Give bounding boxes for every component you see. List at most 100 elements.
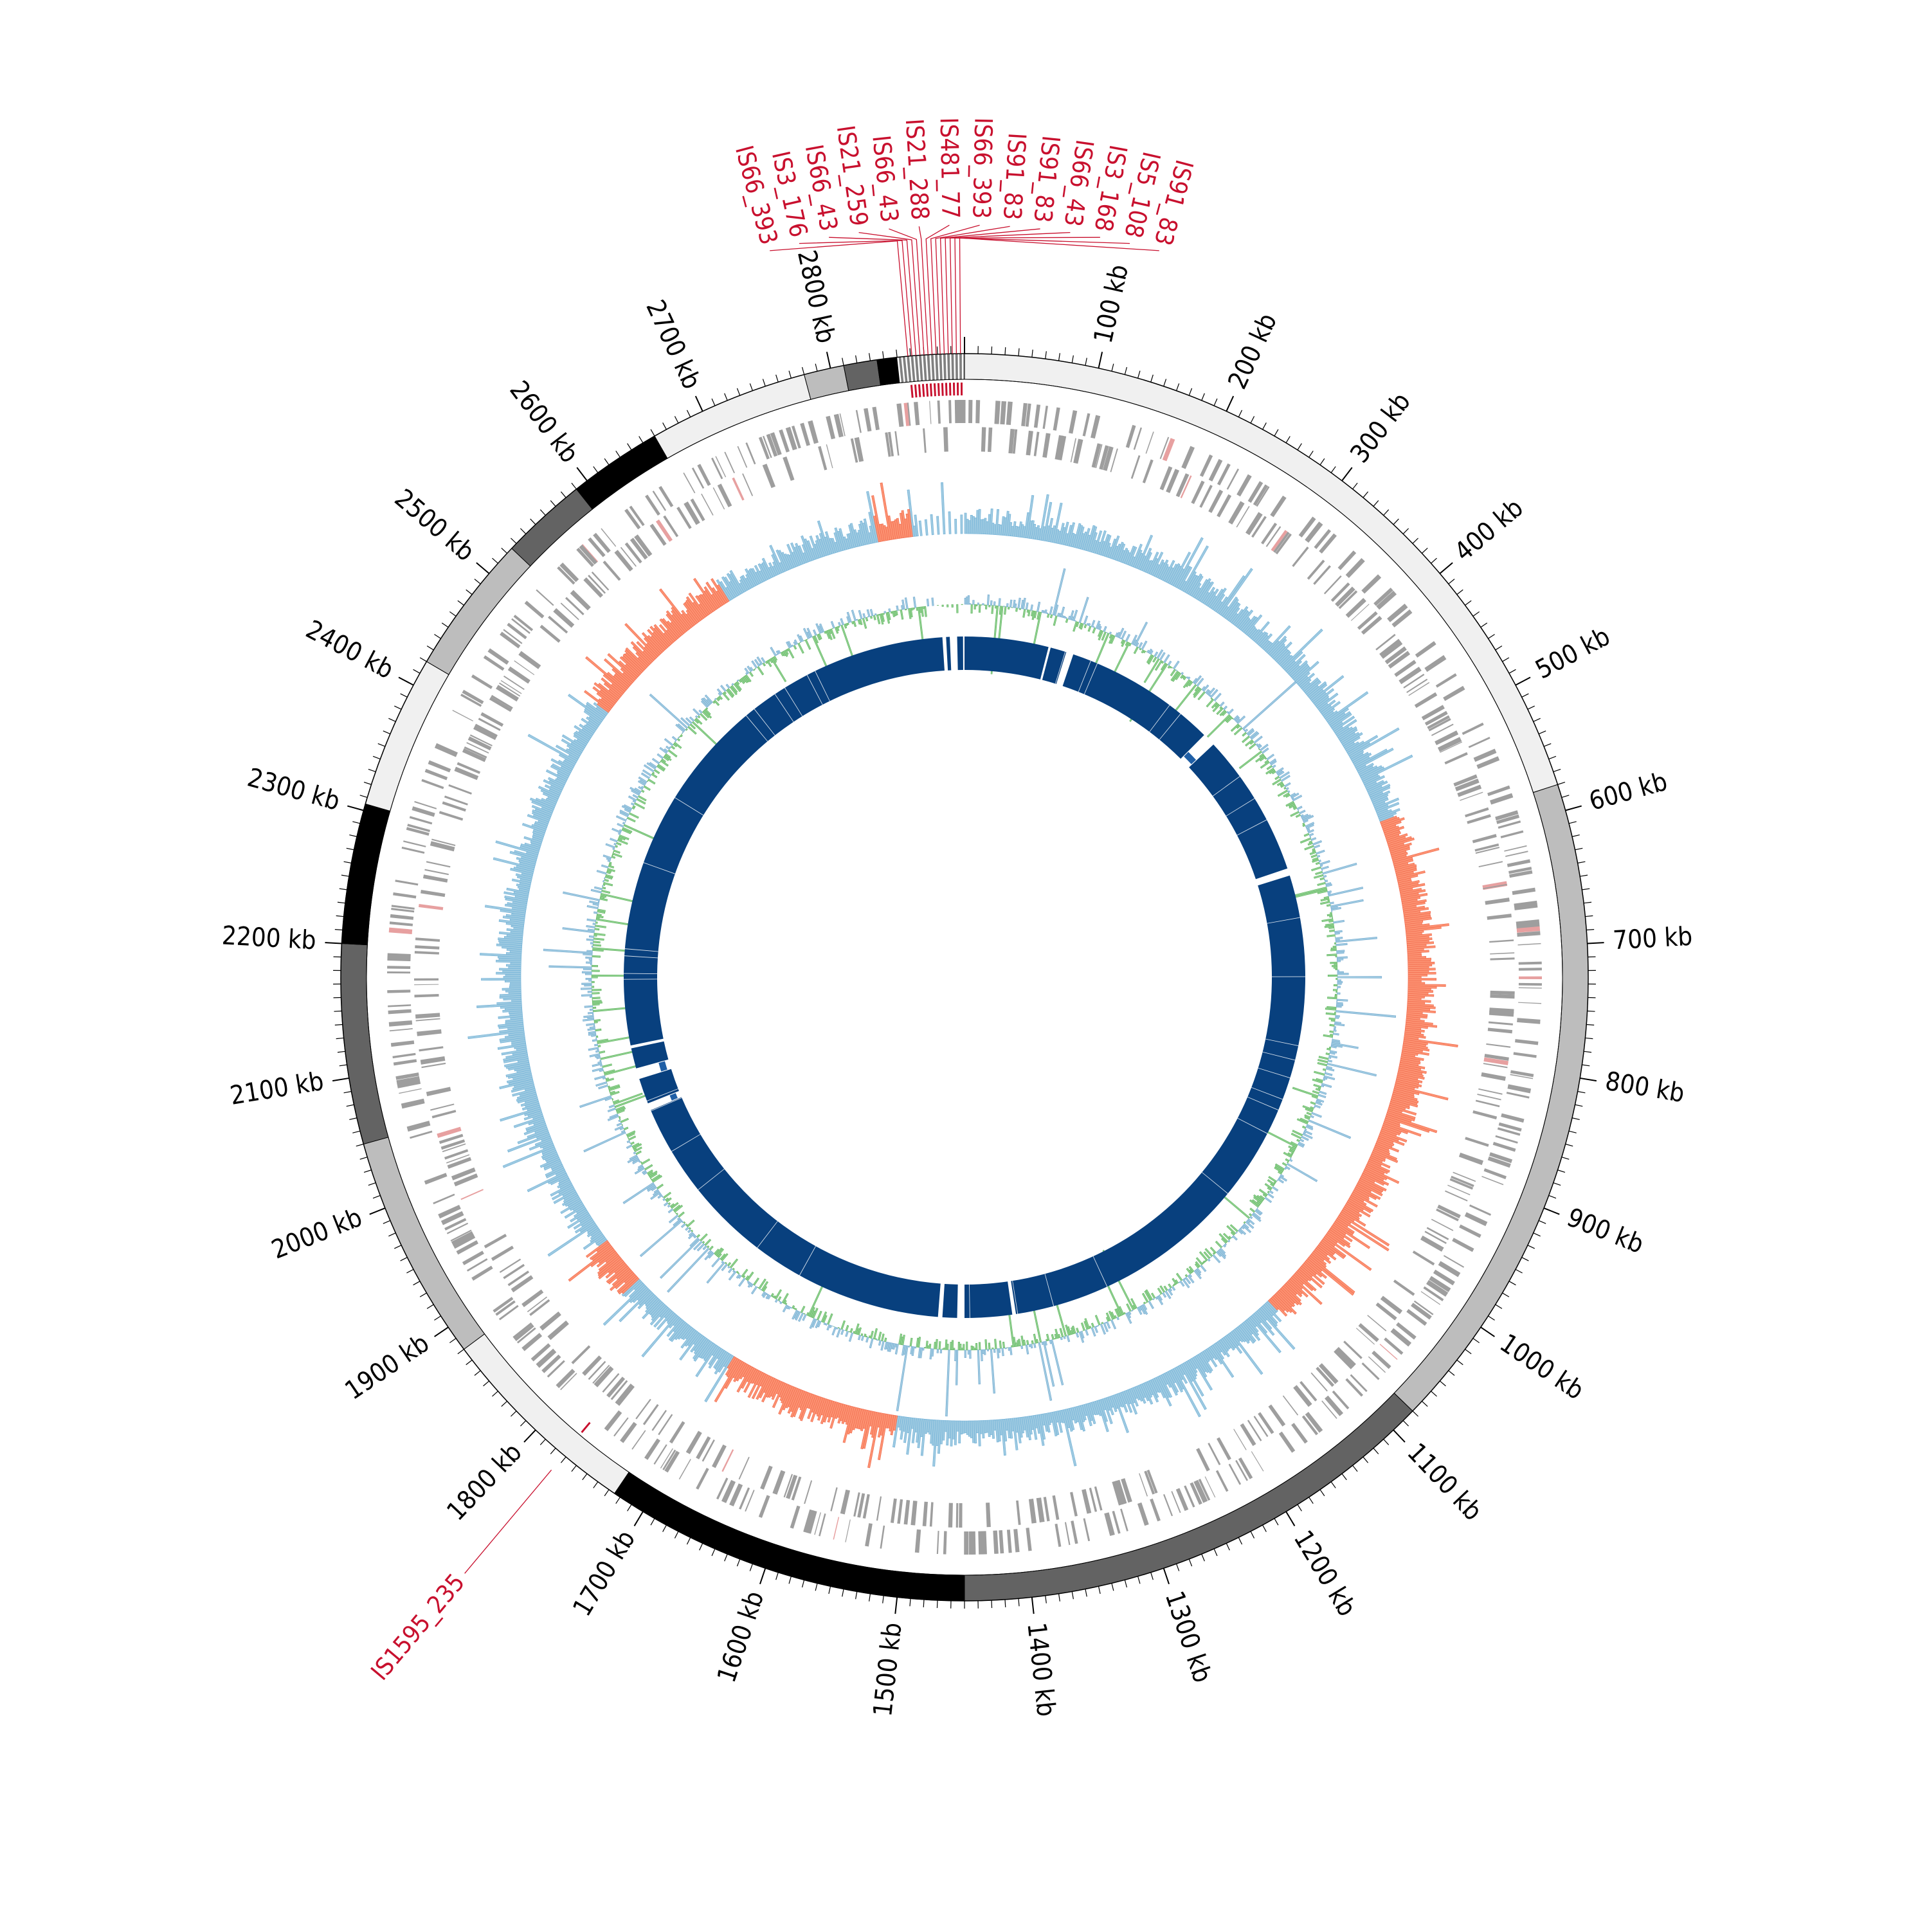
cds-feature [1034,431,1040,456]
minor-tick [1572,835,1580,837]
minor-tick [383,1220,390,1223]
cds-feature [1501,1114,1524,1123]
cds-feature [834,414,844,438]
is-label: IS91_83 [1028,134,1065,224]
cds-feature [894,431,899,456]
minor-tick [1331,467,1336,473]
cds-feature [1029,1499,1037,1524]
minor-tick [572,1465,576,1471]
cds-feature [1251,1451,1264,1471]
cds-feature [1137,1503,1149,1526]
minor-tick [1575,1105,1583,1106]
minor-tick [340,1065,347,1066]
minor-tick [829,1586,831,1594]
cds-feature [1453,1172,1476,1182]
cds-feature [1261,523,1277,545]
cds-feature [425,769,448,781]
minor-tick [789,1576,791,1584]
cds-feature [604,1411,622,1431]
minor-tick [511,1411,516,1416]
cds-feature [745,442,756,464]
cds-feature [1013,1529,1019,1552]
is-element-mark [934,383,936,396]
minor-tick [1584,902,1591,903]
minor-tick [364,1170,371,1173]
is-label: IS91_83 [998,132,1031,221]
cds-feature [1481,1176,1503,1185]
is-element-labels: IS66_393IS3_176IS66_43IS21_259IS66_43IS2… [365,117,1199,1685]
minor-tick [1584,1051,1591,1052]
minor-tick [700,1543,703,1550]
tick-label: 800 kb [1603,1067,1687,1108]
minor-tick [427,1305,433,1308]
cds-feature [1489,939,1514,943]
cds-feature [419,1046,443,1051]
cds-feature [1283,1395,1298,1415]
cds-feature [1515,1039,1538,1045]
minor-tick [466,1360,472,1364]
cds-feature [421,779,444,790]
minor-tick [347,848,354,849]
minor-tick [1522,1258,1529,1261]
tick-label: 2300 kb [244,763,343,817]
cds-feature [1462,723,1484,735]
major-tick [347,806,363,811]
cds-feature [943,1531,947,1554]
cds-feature [1393,1279,1415,1296]
minor-tick [1309,1497,1314,1504]
cds-feature [910,1501,917,1525]
cds-feature [388,1004,411,1007]
cds-feature [1444,752,1467,764]
minor-tick [1528,706,1535,709]
tick-label: 400 kb [1449,493,1529,567]
cds-feature [430,1103,454,1110]
minor-tick [639,437,643,443]
major-tick [332,1078,349,1081]
minor-tick [511,538,516,543]
major-tick [827,352,831,368]
minor-tick [1202,393,1205,401]
cds-feature [570,590,591,611]
contig-block-14 [804,365,849,399]
tick-label: 2700 kb [640,296,706,393]
is-element-mark [926,384,928,397]
minor-tick [484,1381,489,1386]
cds-feature [454,767,478,781]
cds-feature [978,1531,983,1555]
cds-feature [696,1468,709,1490]
cds-feature [415,1013,440,1018]
gc-content-negative [568,483,1458,1468]
cds-feature [1291,1423,1308,1443]
cds-feature [1346,598,1366,618]
minor-tick [1373,1448,1379,1454]
cds-feature [718,483,732,507]
contig-outline-inner [367,379,1562,1575]
is-label: IS481_77 [935,117,965,219]
cds-feature [460,1189,484,1200]
minor-tick [1413,1411,1418,1416]
cds-feature [760,1466,773,1490]
minor-tick [520,528,525,534]
minor-tick [1413,538,1418,543]
cds-feature [631,1430,646,1449]
major-tick [895,1597,897,1614]
minor-tick [1353,1465,1357,1471]
is-element-mark [937,383,940,396]
major-tick [1286,1512,1294,1526]
cds-feature [826,444,833,468]
minor-tick [1085,358,1087,366]
homology-block [1189,745,1287,879]
cds-feature [471,674,493,689]
cds-feature [1163,1494,1173,1516]
cds-feature [507,623,527,640]
minor-tick [1384,510,1389,516]
minor-tick [1309,451,1314,457]
cds-feature [1053,408,1060,431]
cds-feature [1481,1072,1506,1081]
cds-feature [390,914,413,920]
major-tick [1342,467,1352,481]
cds-feature [1270,496,1286,518]
cds-feature [414,984,439,986]
cds-feature [390,921,413,926]
cds-feature [1413,1250,1435,1265]
